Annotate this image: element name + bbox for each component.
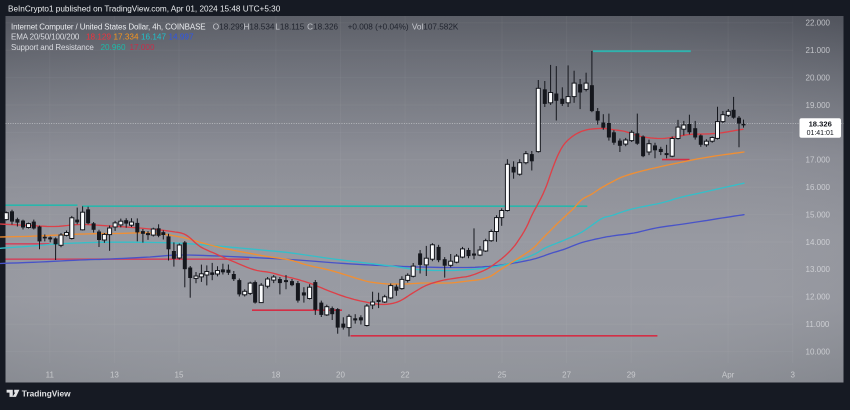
svg-text:18.129: 18.129 [86,33,111,42]
svg-text:16.000: 16.000 [806,183,831,192]
svg-text:12.000: 12.000 [806,293,831,302]
svg-text:11.000: 11.000 [806,320,830,329]
svg-text:EMA 20/50/100/200: EMA 20/50/100/200 [11,33,80,42]
svg-text:25: 25 [498,371,507,380]
svg-text:+0.008 (+0.04%): +0.008 (+0.04%) [348,23,409,32]
svg-text:BeInCrypto1 published on Tradi: BeInCrypto1 published on TradingView.com… [8,4,281,13]
svg-text:18: 18 [271,371,280,380]
svg-text:19.000: 19.000 [806,101,831,110]
svg-text:15: 15 [175,371,184,380]
svg-text:16.147: 16.147 [141,33,166,42]
svg-text:H18.534: H18.534 [244,23,275,32]
svg-text:O18.299: O18.299 [213,23,245,32]
svg-text:20: 20 [336,371,345,380]
svg-text:21.000: 21.000 [806,46,831,55]
svg-text:20.960: 20.960 [101,43,126,52]
svg-text:17.000: 17.000 [130,43,155,52]
svg-text:3: 3 [790,371,795,380]
svg-text:17.334: 17.334 [114,33,139,42]
svg-text:14.997: 14.997 [169,33,194,42]
svg-text:17.000: 17.000 [806,156,831,165]
svg-text:20.000: 20.000 [806,73,831,82]
svg-text:14.000: 14.000 [806,238,831,247]
svg-text:29: 29 [627,371,636,380]
svg-text:C18.326: C18.326 [307,23,338,32]
svg-text:Vol107.582K: Vol107.582K [412,23,459,32]
svg-text:15.000: 15.000 [806,210,831,219]
svg-text:01:41:01: 01:41:01 [807,130,834,137]
svg-text:Apr: Apr [722,371,735,380]
svg-text:13: 13 [110,371,119,380]
svg-text:27: 27 [562,371,571,380]
svg-text:22.000: 22.000 [806,19,831,28]
svg-text:L18.115: L18.115 [275,23,304,32]
svg-text:18.326: 18.326 [809,120,832,129]
svg-text:Support and Resistance: Support and Resistance [11,43,94,52]
svg-text:13.000: 13.000 [806,265,831,274]
svg-text:Internet Computer / United Sta: Internet Computer / United States Dollar… [11,23,206,32]
svg-text:22: 22 [401,371,410,380]
svg-text:11: 11 [46,371,55,380]
svg-text:TradingView: TradingView [22,388,71,398]
svg-text:10.000: 10.000 [806,347,831,356]
